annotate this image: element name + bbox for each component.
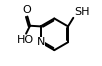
Text: SH: SH — [74, 7, 89, 17]
Text: N: N — [36, 37, 45, 47]
Text: HO: HO — [17, 35, 34, 45]
Text: O: O — [22, 5, 31, 15]
